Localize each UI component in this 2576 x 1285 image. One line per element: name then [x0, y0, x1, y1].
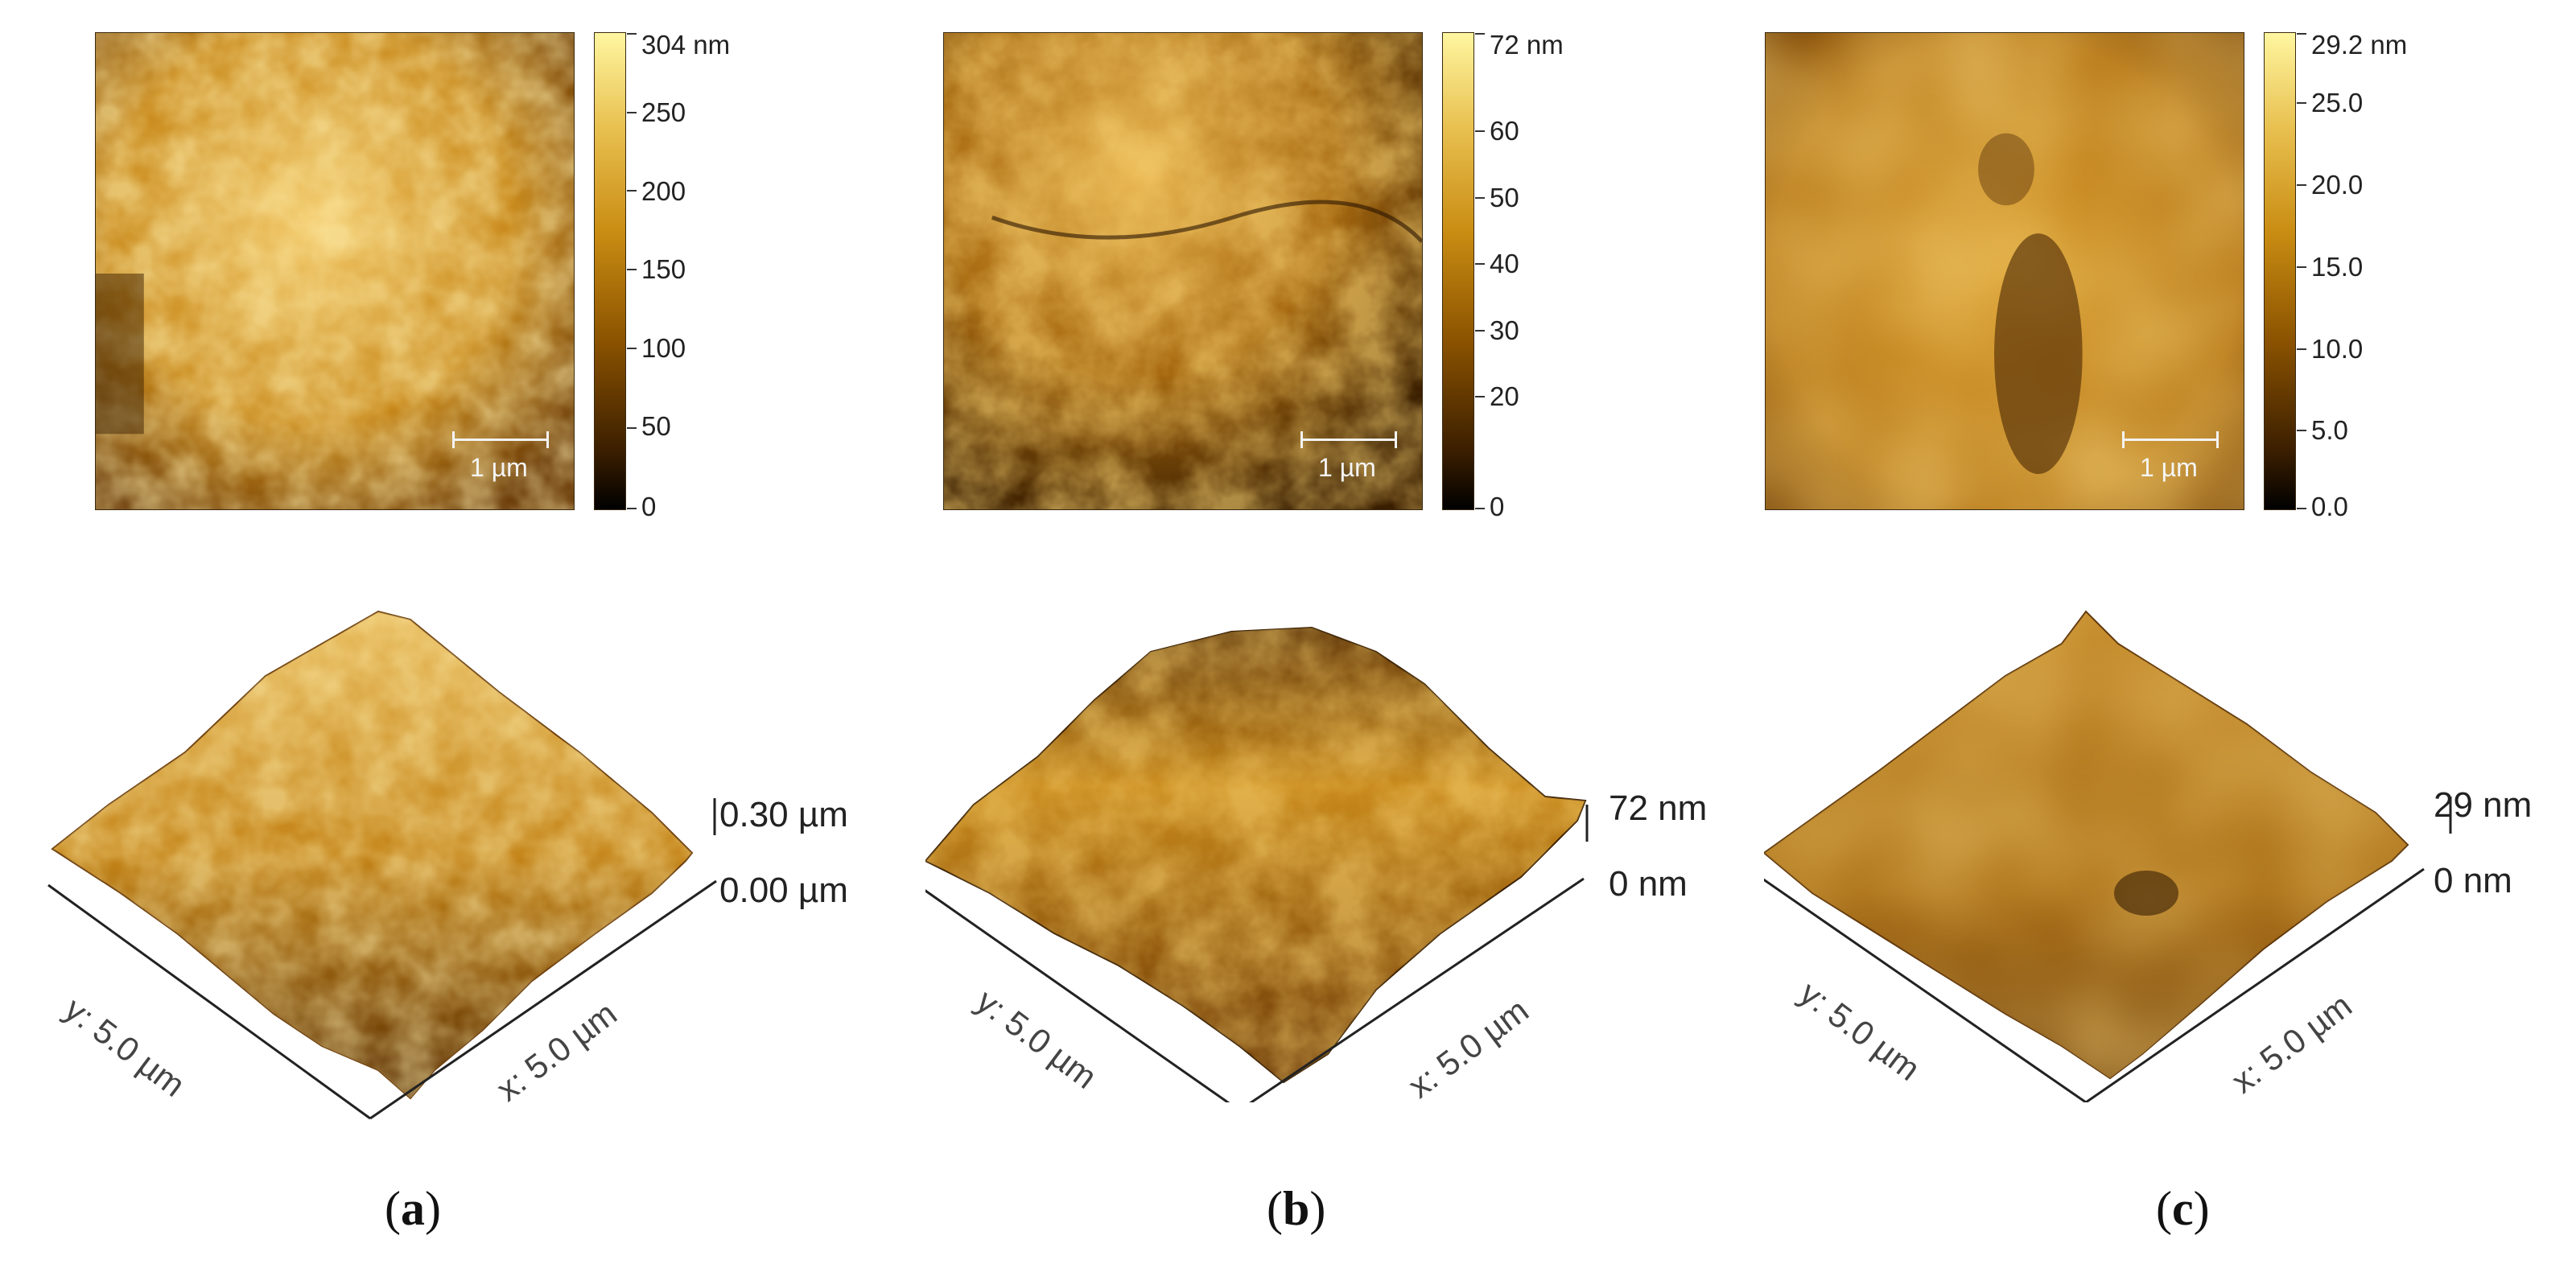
panel-c: 1 µm 29.2 nm 25.0 20.0 15.0 10.0 5.0 0.0… [1717, 0, 2576, 1285]
z-min-label: 0 nm [2434, 861, 2512, 900]
afm-3d-surface-c [1764, 610, 2452, 1102]
afm-height-map-c: 1 µm [1765, 32, 2244, 510]
afm-height-map-b: 1 µm [943, 32, 1423, 510]
scale-bar-label: 1 µm [470, 453, 528, 482]
colorbar: 29.2 nm 25.0 20.0 15.0 10.0 5.0 0.0 [2264, 30, 2407, 521]
colorbar-tick-label: 72 nm [1490, 30, 1564, 60]
colorbar-tick-label: 15.0 [2311, 252, 2364, 282]
colorbar-tick-label: 30 [1490, 315, 1519, 345]
afm-3d-surface-a [47, 610, 717, 1120]
panel-caption: (b) [1267, 1182, 1326, 1235]
colorbar-tick-label: 20.0 [2311, 170, 2364, 200]
panel-b: 1 µm 72 nm 60 50 40 30 20 0 72 nm 0 nm y… [859, 0, 1717, 1285]
panel-caption: (c) [2156, 1182, 2210, 1235]
colorbar-tick-label: 150 [641, 254, 686, 284]
afm-3d-surface-b [925, 626, 1589, 1102]
colorbar-tick-label: 10.0 [2311, 334, 2364, 364]
z-max-label: 29 nm [2434, 785, 2533, 825]
colorbar-tick-label: 60 [1490, 116, 1519, 146]
colorbar-tick-label: 29.2 nm [2311, 30, 2408, 60]
colorbar: 304 nm 250 200 150 100 50 0 [594, 30, 730, 521]
z-min-label: 0 nm [1609, 864, 1688, 904]
colorbar-tick-label: 5.0 [2311, 415, 2348, 445]
scale-bar-label: 1 µm [1318, 453, 1376, 482]
colorbar-tick-label: 304 nm [641, 30, 731, 60]
scale-bar-label: 1 µm [2140, 453, 2198, 482]
colorbar-tick-label: 40 [1490, 249, 1519, 278]
scale-bar [2122, 431, 2219, 448]
colorbar-tick-label: 50 [641, 411, 671, 441]
afm-height-map-a: 1 µm [95, 32, 575, 510]
panel-caption: (a) [385, 1182, 441, 1235]
colorbar-tick-label: 200 [641, 176, 686, 206]
scale-bar [1300, 431, 1397, 448]
panel-a: 1 µm 304 nm 250 200 150 100 50 0 0.30 µm… [0, 0, 859, 1285]
colorbar-tick-label: 0 [641, 492, 657, 521]
colorbar: 72 nm 60 50 40 30 20 0 [1442, 30, 1564, 521]
colorbar-tick-label: 0 [1490, 492, 1505, 521]
z-max-label: 0.30 µm [719, 795, 848, 834]
scale-bar [452, 431, 549, 448]
colorbar-tick-label: 25.0 [2311, 88, 2364, 117]
z-max-label: 72 nm [1609, 789, 1708, 828]
colorbar-tick-label: 0.0 [2311, 492, 2348, 521]
colorbar-tick-label: 250 [641, 97, 686, 127]
z-min-label: 0.00 µm [719, 871, 848, 910]
colorbar-tick-label: 100 [641, 333, 686, 363]
colorbar-tick-label: 50 [1490, 183, 1519, 212]
colorbar-tick-label: 20 [1490, 381, 1519, 411]
